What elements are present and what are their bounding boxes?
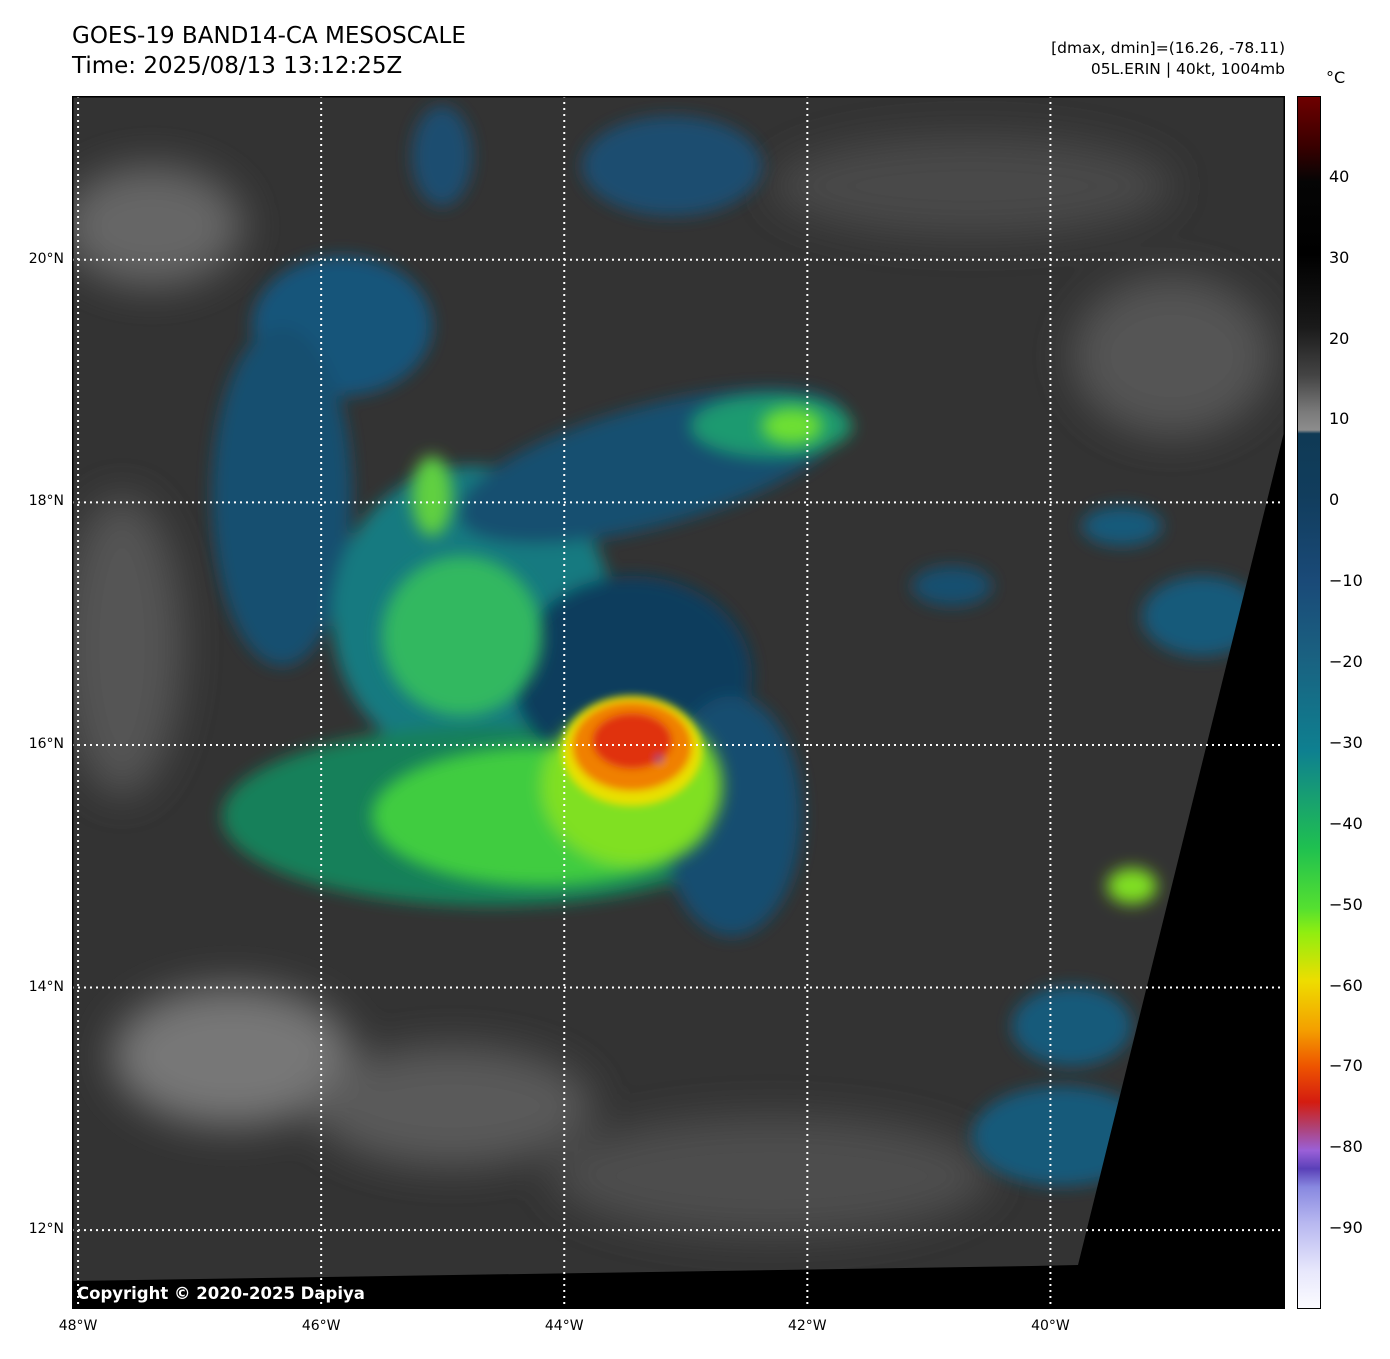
colorbar-tick-label: −30 bbox=[1329, 732, 1363, 752]
lon-tick-label: 44°W bbox=[544, 1318, 584, 1334]
lat-tick-label: 14°N bbox=[28, 978, 64, 995]
time-label: Time: 2025/08/13 13:12:25Z bbox=[72, 53, 403, 79]
lat-tick-label: 16°N bbox=[28, 735, 64, 752]
colorbar-tick-label: −90 bbox=[1329, 1218, 1363, 1238]
colorbar-tick-label: 30 bbox=[1329, 247, 1350, 267]
lon-tick-label: 48°W bbox=[58, 1318, 98, 1334]
colorbar-tick-label: 20 bbox=[1329, 328, 1350, 348]
lon-tick-label: 42°W bbox=[787, 1318, 827, 1334]
colorbar-unit: °C bbox=[1326, 68, 1346, 87]
colorbar-tick-label: −70 bbox=[1329, 1056, 1363, 1076]
dmax-dmin-label: [dmax, dmin]=(16.26, -78.11) bbox=[1051, 39, 1285, 57]
colorbar-tick-label: −50 bbox=[1329, 894, 1363, 914]
colorbar-tick-label: 10 bbox=[1329, 409, 1350, 429]
copyright: Copyright © 2020-2025 Dapiya bbox=[77, 1284, 365, 1303]
colorbar-tick-label: −80 bbox=[1329, 1137, 1363, 1157]
central-dense-overcast bbox=[562, 696, 702, 806]
colorbar-tick-label: −60 bbox=[1329, 975, 1363, 995]
colorbar-tick-label: −40 bbox=[1329, 813, 1363, 833]
graticule bbox=[72, 96, 1285, 1309]
lat-tick-label: 12°N bbox=[28, 1221, 64, 1238]
lon-tick-label: 46°W bbox=[301, 1318, 341, 1334]
storm-info-label: 05L.ERIN | 40kt, 1004mb bbox=[1090, 60, 1285, 78]
colorbar-tick-label: 0 bbox=[1329, 490, 1340, 510]
title: GOES-19 BAND14-CA MESOSCALE bbox=[72, 23, 466, 49]
colorbar bbox=[1297, 96, 1321, 1309]
colorbar-tick-label: 40 bbox=[1329, 166, 1350, 186]
colorbar-tick-label: −10 bbox=[1329, 571, 1363, 591]
lat-tick-label: 18°N bbox=[28, 493, 64, 510]
lon-tick-label: 40°W bbox=[1031, 1318, 1070, 1334]
colorbar-tick-label: −20 bbox=[1329, 652, 1363, 672]
low-clouds bbox=[72, 136, 1272, 1236]
map-frame bbox=[72, 96, 1285, 1309]
no-data-region bbox=[72, 428, 1285, 1309]
satellite-map[interactable] bbox=[72, 96, 1285, 1309]
lat-tick-label: 20°N bbox=[28, 250, 64, 267]
